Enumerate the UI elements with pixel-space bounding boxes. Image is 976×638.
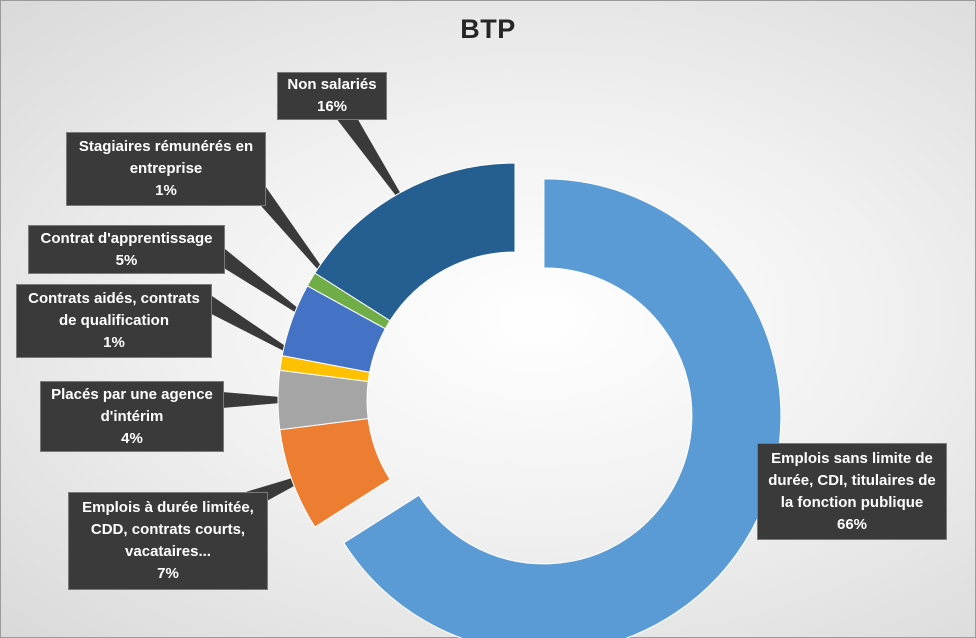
data-label-value: 66% [836, 515, 868, 533]
donut-slice [314, 162, 516, 322]
data-label-text: durée, CDI, titulaires de [768, 471, 936, 489]
data-label-text: CDD, contrats courts, [90, 521, 246, 538]
data-label: Emplois à durée limitée, CDD, contrats co… [68, 492, 268, 590]
data-label: Contrats aidés, contrats de qualification… [16, 284, 212, 358]
data-label-text: entreprise [129, 160, 203, 177]
donut-slice [279, 417, 391, 528]
data-label-text: Placés par une agence [51, 385, 213, 403]
data-label-text: Contrat d'apprentissage [40, 229, 213, 247]
data-label-value: 1% [103, 334, 125, 351]
data-label-text: Non salariés [287, 76, 377, 93]
callout-pointer [210, 391, 317, 409]
chart-title: BTP [460, 14, 516, 44]
data-label: Placés par une agence d'intérim 4% [40, 381, 224, 452]
data-label: Stagiaires rémunérés en entreprise 1% [66, 132, 266, 206]
data-label-value: 1% [155, 182, 177, 199]
data-label-text: d'intérim [100, 407, 164, 425]
data-label-text: Emplois à durée limitée, [82, 499, 254, 516]
data-label-value: 16% [316, 98, 348, 115]
data-label-value: 4% [121, 429, 143, 447]
data-label-value: 5% [115, 251, 138, 269]
data-label: Contrat d'apprentissage 5% [28, 225, 225, 274]
data-label-value: 7% [157, 565, 179, 582]
data-label-text: la fonction publique [780, 493, 924, 511]
data-label: Non salariés 16% [277, 72, 387, 120]
data-label-text: Emplois sans limite de [771, 449, 933, 467]
data-label-text: Stagiaires rémunérés en [78, 138, 254, 155]
donut-slice [343, 178, 782, 638]
data-label-text: Contrats aidés, contrats [28, 290, 200, 307]
data-label-text: de qualification [58, 312, 169, 329]
donut-slices [277, 162, 782, 638]
data-label: Emplois sans limite de durée, CDI, titula… [757, 443, 947, 540]
data-label-text: vacataires... [125, 543, 211, 560]
